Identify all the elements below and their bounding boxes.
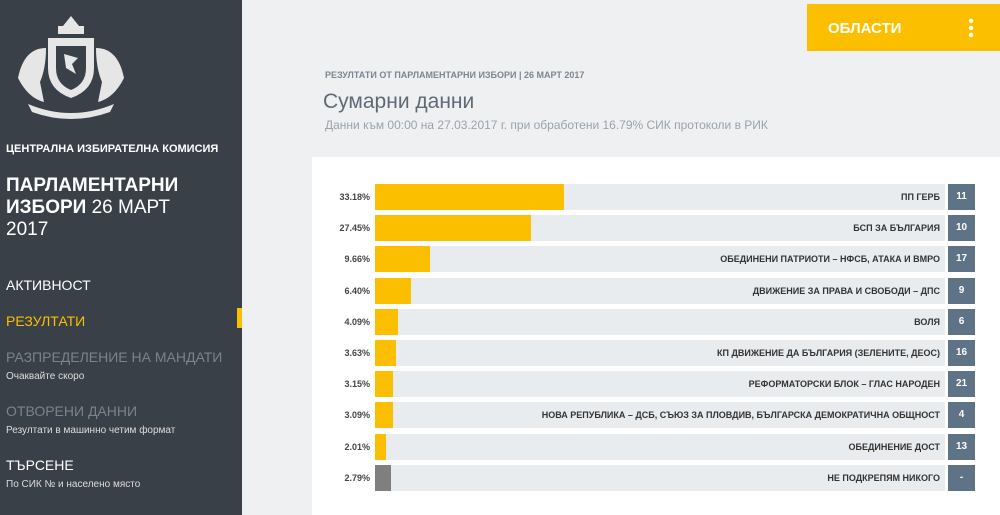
- ballot-number: 21: [948, 371, 975, 398]
- nav-item[interactable]: РАЗПРЕДЕЛЕНИЕ НА МАНДАТИ: [6, 349, 223, 365]
- value-label: 3.63%: [344, 348, 370, 358]
- party-name: ОБЕДИНЕНИ ПАТРИОТИ – НФСБ, АТАКА И ВМРО: [720, 254, 940, 265]
- party-name: НЕ ПОДКРЕПЯМ НИКОГО: [827, 472, 940, 483]
- title-bold: ПАРЛАМЕНТАРНИ ИЗБОРИ: [6, 175, 179, 218]
- page-subtitle: Данни към 00:00 на 27.03.2017 г. при обр…: [325, 118, 768, 132]
- bar: [375, 340, 396, 366]
- bar: [375, 246, 431, 273]
- value-label: 3.09%: [344, 410, 370, 421]
- value-label: 4.09%: [344, 316, 370, 327]
- nav-item[interactable]: ТЪРСЕНЕ: [6, 457, 74, 473]
- bar: [375, 371, 393, 398]
- value-label: 9.66%: [344, 254, 370, 265]
- bar-track: [375, 464, 945, 491]
- value-label: 2.01%: [344, 441, 370, 452]
- bar-track: [375, 433, 945, 460]
- sidebar: ЦЕНТРАЛНА ИЗБИРАТЕЛНА КОМИСИЯ ПАРЛАМЕНТА…: [0, 0, 242, 515]
- ballot-number: 10: [948, 215, 975, 242]
- bar-track: [375, 308, 945, 335]
- breadcrumb: РЕЗУЛТАТИ ОТ ПАРЛАМЕНТАРНИ ИЗБОРИ | 26 М…: [325, 70, 585, 80]
- party-name: РЕФОРМАТОРСКИ БЛОК – ГЛАС НАРОДЕН: [748, 379, 940, 390]
- party-name: ПП ГЕРБ: [900, 192, 940, 202]
- ballot-number: 11: [948, 184, 975, 210]
- party-name: ВОЛЯ: [914, 316, 940, 327]
- emblem: [18, 16, 124, 119]
- party-name: КП ДВИЖЕНИЕ ДА БЪЛГАРИЯ (ЗЕЛЕНИТЕ, ДЕОС): [717, 348, 940, 358]
- title-date: 26 МАРТ 2017: [6, 197, 170, 240]
- nav-item[interactable]: АКТИВНОСТ: [6, 277, 91, 293]
- nav-item[interactable]: ОТВОРЕНИ ДАННИ: [6, 403, 138, 419]
- ballot-number: 4: [948, 402, 975, 429]
- ballot-number: 9: [948, 277, 975, 304]
- bar-track: [375, 371, 945, 398]
- bar: [375, 308, 399, 335]
- nav-item-active[interactable]: РЕЗУЛТАТИ: [6, 313, 86, 329]
- value-label: 6.40%: [344, 285, 370, 296]
- nav-sub: Очаквайте скоро: [6, 371, 85, 382]
- page-title: Сумарни данни: [323, 90, 475, 113]
- ballot-number: 17: [948, 246, 975, 273]
- party-name: БСП ЗА БЪЛГАРИЯ: [853, 223, 940, 234]
- nav-sub: Резултати в машинно четим формат: [6, 425, 176, 436]
- bar: [375, 215, 532, 242]
- button-label: ОБЛАСТИ: [828, 20, 902, 37]
- value-label: 27.45%: [339, 223, 370, 234]
- election-title: ПАРЛАМЕНТАРНИ ИЗБОРИ 26 МАРТ 2017: [6, 175, 216, 241]
- bar-track: [375, 402, 945, 429]
- regions-button[interactable]: ОБЛАСТИ: [807, 4, 1000, 51]
- org-name: ЦЕНТРАЛНА ИЗБИРАТЕЛНА КОМИСИЯ: [6, 143, 219, 155]
- party-name: ОБЕДИНЕНИЕ ДОСТ: [848, 441, 940, 452]
- active-indicator: [237, 308, 242, 328]
- bar-track: [375, 246, 945, 273]
- ballot-number: -: [948, 464, 975, 491]
- bar: [375, 184, 565, 210]
- value-label: 33.18%: [339, 192, 370, 202]
- bar: [375, 277, 412, 304]
- nav-sub: По СИК № и населено място: [6, 479, 141, 490]
- party-name: ДВИЖЕНИЕ ЗА ПРАВА И СВОБОДИ – ДПС: [752, 285, 940, 296]
- value-label: 3.15%: [344, 379, 370, 390]
- bar-track: [375, 340, 945, 366]
- bar: [375, 433, 387, 460]
- ballot-number: 13: [948, 433, 975, 460]
- menu-dots: [968, 18, 974, 38]
- value-label: 2.79%: [344, 472, 370, 483]
- ballot-number: 6: [948, 308, 975, 335]
- bar: [375, 402, 393, 429]
- ballot-number: 16: [948, 340, 975, 366]
- party-name: НОВА РЕПУБЛИКА – ДСБ, СЪЮЗ ЗА ПЛОВДИВ, Б…: [541, 410, 940, 421]
- results-panel: 33.18% ПП ГЕРБ 11 27.45% БСП ЗА БЪЛГАРИЯ 10 9.…: [312, 157, 1000, 515]
- bar: [375, 464, 391, 491]
- bar-track: [375, 277, 945, 304]
